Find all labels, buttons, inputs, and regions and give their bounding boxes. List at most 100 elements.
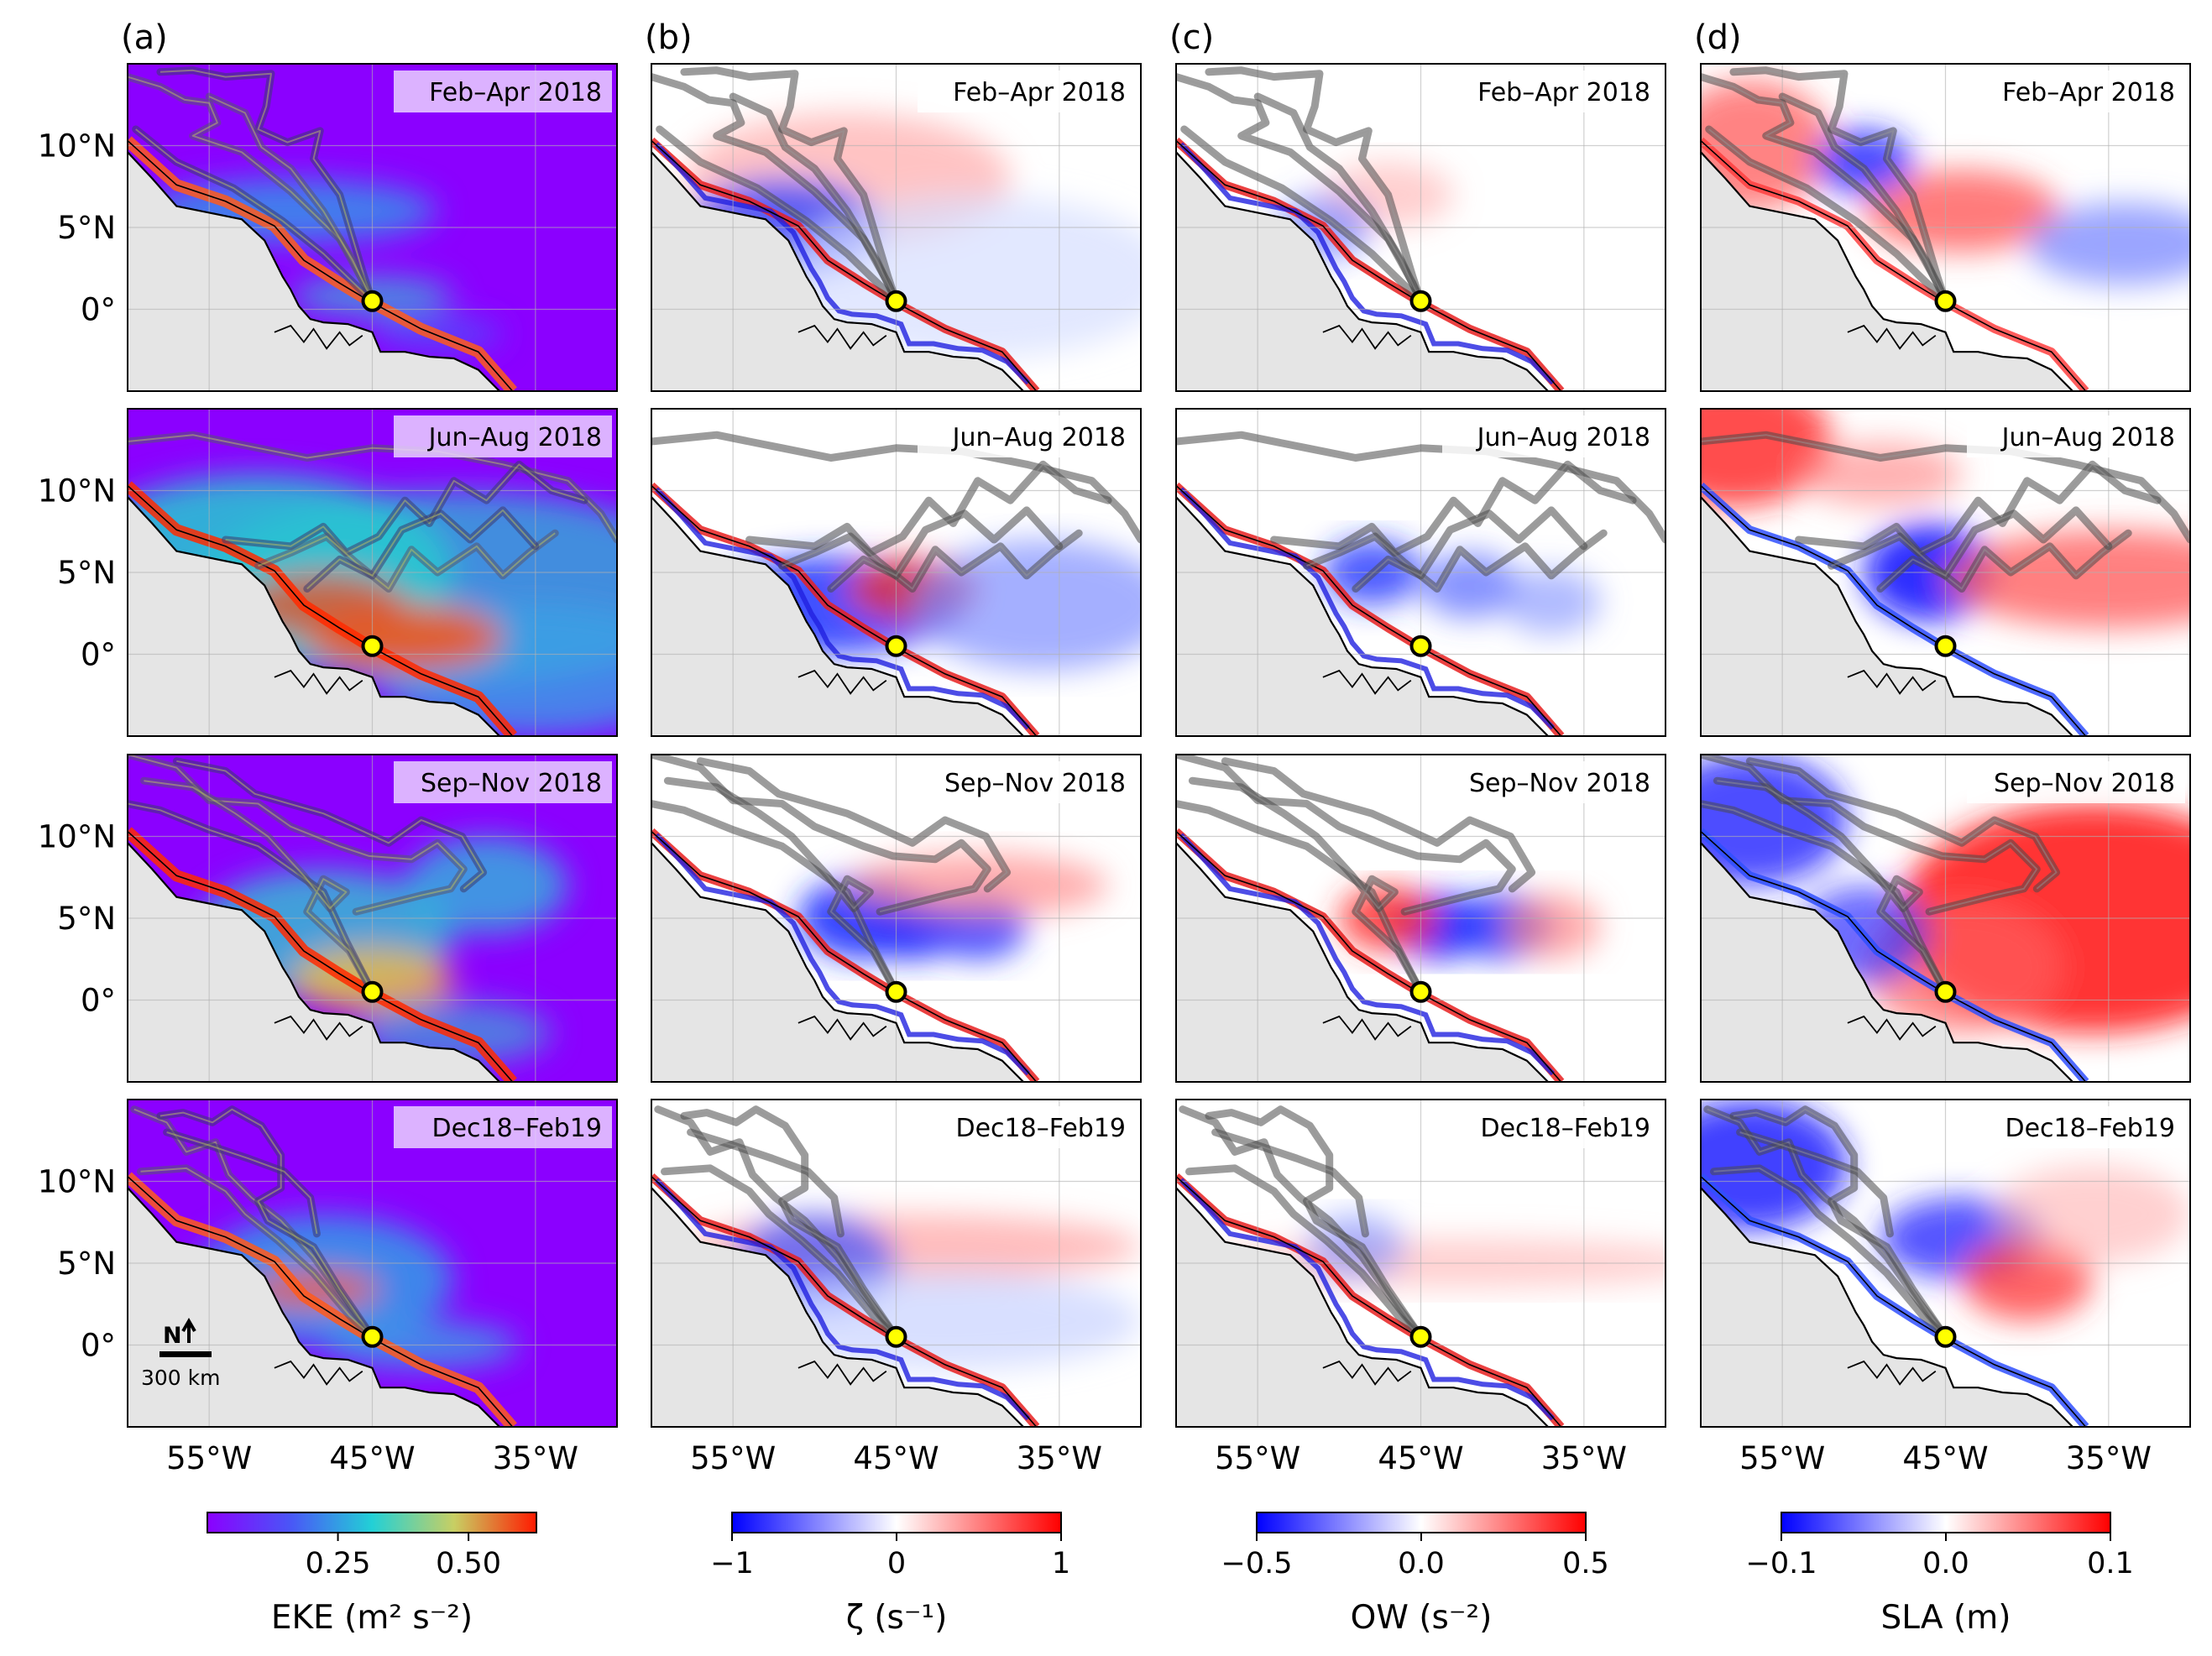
- estuary-outline: [1847, 324, 1937, 350]
- land: [128, 843, 500, 1082]
- trajectory: [1180, 125, 1425, 306]
- colorbar: −0.5 0.0 0.5 OW (s⁻²): [1221, 1512, 1609, 1637]
- isobath: [651, 485, 1038, 736]
- trajectory-highlight: [830, 509, 1060, 590]
- season-box: [1442, 415, 1660, 457]
- isobath: [128, 831, 514, 1082]
- season-label: Dec18–Feb19: [431, 1114, 602, 1143]
- season-box: [918, 415, 1136, 457]
- panel-frame: [651, 754, 1142, 1083]
- trajectory-highlight: [1798, 463, 2158, 554]
- trajectory: [132, 125, 376, 306]
- lat-tick-label: 0°: [81, 983, 116, 1019]
- trajectory-highlight: [166, 1131, 318, 1235]
- season-label: Jun–Aug 2018: [1476, 423, 1650, 452]
- trajectory: [745, 460, 1112, 557]
- estuary-outline: [797, 669, 887, 695]
- land: [1701, 843, 2073, 1082]
- release-point-marker: [361, 635, 384, 657]
- field-blob: [1502, 893, 1601, 959]
- season-box: [394, 415, 612, 457]
- season-box: [1442, 761, 1660, 803]
- coastline: [651, 151, 1024, 391]
- trajectory-highlight: [306, 509, 536, 590]
- estuary-outline: [1847, 669, 1937, 695]
- trajectory: [128, 800, 376, 996]
- season-box: [1967, 71, 2185, 112]
- map-panel: Feb–Apr 2018: [1175, 63, 1666, 392]
- trajectory-highlight: [1257, 96, 1422, 302]
- field-blob: [1994, 1165, 2190, 1263]
- estuary-outline: [274, 1015, 363, 1041]
- season-box: [394, 71, 612, 112]
- estuary-outline: [1847, 1015, 1937, 1041]
- season-label: Jun–Aug 2018: [427, 423, 602, 452]
- panel-frame: [127, 754, 618, 1083]
- trajectory-highlight: [144, 780, 374, 993]
- colorbar-title: SLA (m): [1881, 1599, 2011, 1637]
- trajectory: [222, 460, 588, 557]
- trajectory: [778, 529, 1083, 593]
- colorbar-gradient: [1256, 1512, 1587, 1533]
- trajectory-highlight: [1781, 96, 1947, 302]
- map-panel: Sep–Nov 2018: [1700, 754, 2191, 1083]
- drifter-trajectories: [1179, 1105, 1425, 1341]
- lon-tick-label: 55°W: [1215, 1440, 1300, 1476]
- scale-bar: [159, 1351, 212, 1357]
- isobath: [128, 1176, 514, 1427]
- estuary-outline: [1322, 1015, 1412, 1041]
- lat-tick-label: 0°: [81, 637, 116, 673]
- trajectory-highlight: [1701, 802, 1947, 993]
- trajectory: [205, 92, 376, 306]
- trajectory: [1176, 800, 1425, 996]
- panel-frame: [127, 408, 618, 737]
- map-field: [1176, 1100, 1666, 1427]
- isobath: [1701, 485, 2087, 736]
- trajectory: [1253, 92, 1425, 306]
- trajectory-highlight: [1208, 69, 1422, 302]
- map-panel: Feb–Apr 2018 10°N 5°N 0°: [38, 63, 618, 392]
- map-field: [1701, 1100, 2190, 1427]
- trajectory: [1701, 800, 1949, 996]
- coastline: [1176, 842, 1549, 1082]
- coastline: [128, 496, 500, 736]
- map-field: [651, 1100, 1141, 1427]
- trajectory-highlight: [1713, 1167, 1947, 1338]
- panel-label: (b): [645, 18, 693, 57]
- drifter-trajectories: [128, 755, 488, 996]
- panel-label: (a): [121, 18, 168, 57]
- trajectory-highlight: [1355, 509, 1585, 590]
- colorbar: 0.25 0.50 EKE (m² s⁻²): [207, 1512, 537, 1637]
- field-blob: [1701, 409, 1832, 507]
- panel-frame: [1700, 408, 2191, 737]
- coastline: [1701, 1187, 2073, 1427]
- colorbar: −0.1 0.0 0.1 SLA (m): [1746, 1512, 2134, 1637]
- land: [128, 497, 500, 736]
- lon-tick-label: 35°W: [1541, 1440, 1627, 1476]
- season-label: Sep–Nov 2018: [1994, 769, 2175, 798]
- season-label: Dec18–Feb19: [1480, 1114, 1650, 1143]
- panel-frame: [1700, 754, 2191, 1083]
- north-label: N: [163, 1323, 182, 1349]
- map-field: [128, 1100, 617, 1427]
- trajectory-highlight: [700, 760, 1008, 890]
- isobath: [1176, 831, 1562, 1082]
- land: [1701, 152, 2073, 391]
- trajectory-highlight: [683, 69, 897, 302]
- trajectory-highlight: [1880, 509, 2110, 590]
- panel-frame: [651, 1099, 1142, 1428]
- trajectory: [1303, 529, 1608, 593]
- drifter-trajectories: [651, 66, 900, 306]
- shelf-band: [654, 142, 1031, 385]
- colorbar: −1 0 1 ζ (s⁻¹): [710, 1512, 1070, 1637]
- season-box: [1442, 71, 1660, 112]
- isobath: [1176, 140, 1562, 391]
- colorbar-tick-label: 0.1: [2087, 1547, 2134, 1580]
- trajectory: [172, 757, 488, 893]
- lat-tick-label: 5°N: [57, 901, 116, 937]
- trajectory: [1729, 66, 1949, 306]
- trajectory: [1205, 66, 1425, 306]
- map-panel: Dec18–Feb19 10°N 5°N 0° 55°W 45°W 35°W N 300 km: [38, 1099, 618, 1476]
- isobath: [1701, 1176, 2087, 1427]
- panel-frame: [1175, 63, 1666, 392]
